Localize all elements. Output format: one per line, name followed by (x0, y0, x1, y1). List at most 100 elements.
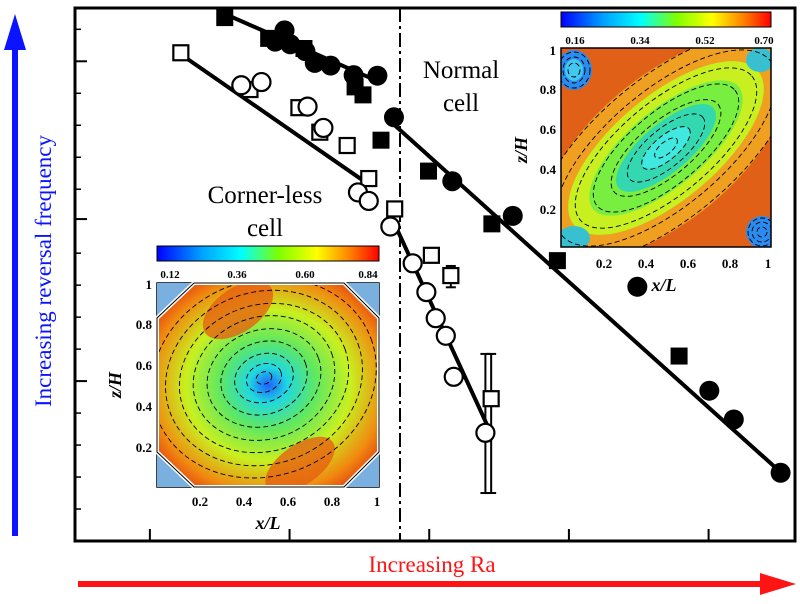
streamline (626, 113, 706, 183)
open-circle-marker (380, 216, 401, 237)
cornerless-cell-label-line2: cell (247, 215, 283, 242)
streamline (220, 340, 308, 416)
filled-square-marker (670, 347, 688, 365)
normal-ytick: 0.8 (540, 82, 557, 97)
open-circle-marker (231, 75, 252, 96)
filled-square-marker (372, 131, 390, 149)
normal-xtick: 0.4 (638, 256, 655, 271)
filled-square-marker (354, 86, 372, 104)
left-arrow (4, 14, 26, 536)
normal-ylabel: z/H (511, 136, 531, 164)
normal-colorbar-tick: 0.16 (565, 35, 585, 47)
cornerless-field (157, 283, 379, 487)
normal-ytick: 0.6 (540, 122, 557, 137)
cornerless-colorbar-tick: 0.84 (358, 269, 378, 281)
cornerless-ytick: 1 (146, 277, 153, 292)
arrow-up-icon (4, 14, 26, 50)
normal-ytick: 1 (550, 43, 557, 58)
normal-xtick: 1 (765, 256, 772, 271)
plot-frame (73, 6, 797, 543)
open-circle-marker (435, 325, 456, 346)
normal-xlabel: x/L (651, 275, 677, 295)
cornerless-xtick: 0.2 (192, 494, 208, 509)
streamline (561, 49, 771, 247)
normal-colorbar-tick: 0.52 (695, 35, 715, 47)
streamline (567, 62, 581, 78)
normal-colorbar (560, 11, 772, 28)
open-circle-marker (358, 190, 379, 212)
bottom-arrow-label: Increasing Ra (368, 552, 495, 577)
filled-square-marker (483, 215, 501, 233)
open-circle-marker (402, 253, 423, 274)
normal-inset-frame (560, 47, 772, 248)
filled-square-marker (548, 252, 566, 270)
normal-cell-label-line2: cell (443, 90, 479, 117)
cornerless-xtick: 0.6 (280, 494, 297, 509)
open-square-marker (386, 200, 404, 218)
streamline (178, 302, 350, 454)
filled-circle-marker (442, 171, 463, 192)
normal-xtick: 0.6 (680, 256, 697, 271)
filled-circle-marker (320, 55, 341, 76)
streamline (561, 48, 771, 247)
streamline (654, 137, 678, 159)
bottom-arrow (78, 573, 796, 595)
filled-circle-marker (770, 462, 791, 483)
streamline (574, 67, 758, 229)
open-circle-marker (443, 366, 464, 387)
cornerless-ytick: 0.2 (136, 440, 152, 455)
streamline (562, 56, 586, 84)
normal-ytick: 0.2 (540, 202, 556, 217)
cornerless-xtick: 0.8 (324, 494, 341, 509)
open-circle-marker (475, 422, 496, 443)
open-circle-marker (251, 71, 272, 93)
normal-xtick: 0.2 (596, 256, 612, 271)
filled-circle-marker (699, 380, 720, 401)
cornerless-streamlines (157, 283, 377, 479)
normal-xtick: 0.8 (722, 256, 739, 271)
open-square-marker (360, 169, 378, 188)
normal-colorbar-tick: 0.70 (754, 35, 774, 47)
open-circle-marker (425, 308, 446, 329)
open-square-marker (482, 390, 500, 408)
cornerless-cell-label-line1: Corner-less (208, 182, 323, 209)
filled-square-marker (420, 162, 438, 180)
cornerless-cell-inset: 0.12 0.36 0.60 0.84 1 0.8 0.6 0.4 0.2 0.… (105, 245, 381, 533)
open-square-marker (172, 44, 190, 62)
filled-circle-marker (383, 107, 404, 128)
streamline (157, 283, 377, 479)
streamline (206, 328, 322, 428)
filled-circle-marker (723, 409, 744, 430)
fit-line (178, 51, 371, 187)
cornerless-colorbar-tick: 0.36 (227, 269, 247, 281)
cornerless-ytick: 0.8 (136, 317, 153, 332)
streamline (165, 289, 363, 467)
filled-circle-marker (502, 205, 523, 226)
filled-circle-marker (367, 65, 388, 86)
normal-cell-inset: 0.16 0.34 0.52 0.70 1 0.8 0.6 0.4 0.2 0.… (511, 11, 774, 295)
arrow-right-icon (760, 573, 796, 595)
streamline (756, 226, 768, 238)
cornerless-ytick: 0.4 (136, 399, 153, 414)
open-square-marker (338, 136, 356, 155)
streamline (561, 51, 591, 89)
streamline (747, 217, 771, 247)
streamline (255, 371, 273, 385)
open-circle-marker (297, 96, 318, 117)
filled-circle-marker (280, 34, 301, 55)
filled-circle-marker (304, 52, 325, 73)
cornerless-cell-label: Corner-less cell (208, 182, 323, 242)
filled-square-marker (216, 9, 234, 27)
normal-ytick: 0.4 (540, 162, 557, 177)
cornerless-ytick: 0.6 (136, 358, 153, 373)
cornerless-ylabel: z/H (105, 371, 125, 399)
filled-circle-marker (343, 65, 364, 86)
streamline (245, 363, 283, 393)
axis-ticks (75, 28, 710, 541)
normal-cell-label-line1: Normal (423, 57, 499, 84)
streamline (192, 315, 336, 441)
open-square-marker (442, 266, 460, 285)
open-circle-marker (416, 281, 437, 303)
normal-cell-label: Normal cell (423, 57, 499, 117)
